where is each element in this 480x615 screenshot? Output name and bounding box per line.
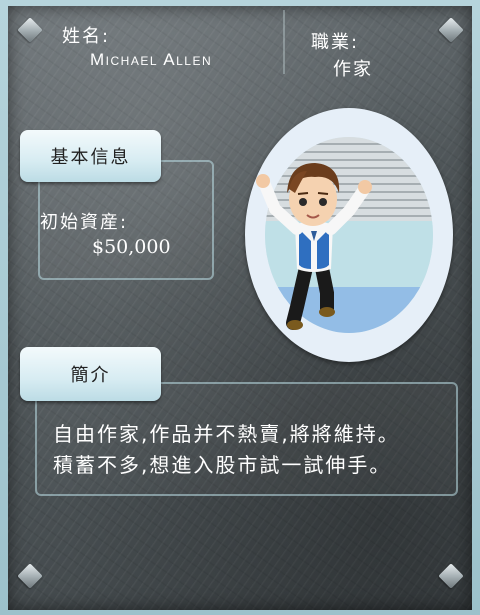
- intro-line-1: 自由作家,作品并不熱賣,將將維持。: [53, 422, 400, 446]
- assets-label: 初始資産:: [40, 212, 129, 233]
- tab-basic-info[interactable]: 基本信息: [20, 130, 161, 182]
- job-label: 職業:: [311, 32, 360, 53]
- assets-value: $50,000: [92, 236, 171, 258]
- intro-panel: [35, 382, 458, 496]
- job-value: 作家: [333, 59, 373, 80]
- name-value: Michael Allen: [90, 50, 213, 69]
- name-label: 姓名:: [62, 26, 111, 47]
- tab-intro[interactable]: 簡介: [20, 347, 161, 401]
- character-avatar: [256, 163, 372, 330]
- header-divider: [283, 10, 285, 74]
- intro-line-2: 積蓄不多,想進入股市試一試伸手。: [53, 453, 392, 477]
